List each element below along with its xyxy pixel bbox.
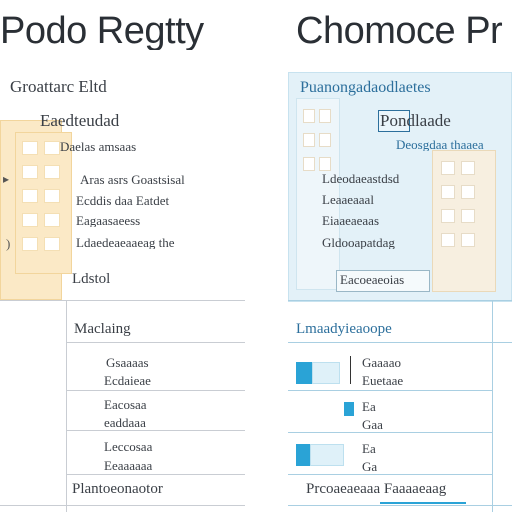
right-line-4: Gldooapatdag — [322, 236, 395, 249]
progress-bar-track — [312, 362, 340, 384]
left-line-3: Eagaasaeess — [76, 214, 141, 227]
right-row-rule — [288, 390, 492, 391]
right-line-2: Leaaeaaal — [322, 193, 374, 206]
right-header: Puanongadaodlaetes — [300, 80, 431, 96]
left-bottom-rule — [0, 505, 245, 506]
row-indent-marker — [350, 356, 351, 384]
right-row-2: Euetaae — [362, 374, 404, 387]
right-line-1: Ldeodaeastdsd — [322, 172, 400, 185]
left-column-rule — [66, 300, 67, 512]
left-line-4: Ldaedeaeaaeag the — [76, 236, 175, 249]
bracket-marker: ) — [6, 236, 11, 251]
left-bottom-label: Plantoeonaotor — [72, 482, 163, 497]
left-section-label: Maclaing — [74, 322, 131, 337]
left-row-4: eaddaaa — [104, 416, 146, 429]
left-row-3: Eacosaa — [104, 398, 147, 411]
left-row-2: Ecdaieae — [104, 374, 151, 387]
building-illustration-tall — [15, 132, 72, 274]
right-row-5: Ea — [362, 442, 376, 455]
right-row-rule — [288, 342, 512, 343]
right-row-rule — [288, 474, 492, 475]
left-row-5: Leccosaa — [104, 440, 153, 453]
right-row-6: Ga — [362, 460, 378, 473]
left-meta: Daelas amsaas — [60, 140, 137, 153]
left-row-1: Gsaaaas — [106, 356, 149, 369]
left-row-rule — [66, 430, 245, 431]
right-row-rule — [288, 432, 492, 433]
right-line-3: Eiaaeaeaas — [322, 214, 380, 227]
left-footer-label: Ldstol — [72, 272, 111, 287]
left-divider — [0, 300, 245, 301]
building-illustration-right — [432, 150, 496, 292]
progress-bar-track — [310, 444, 344, 466]
right-row-1: Gaaaao — [362, 356, 401, 369]
right-column-rule — [492, 300, 493, 512]
right-subheader: Deosgdaa thaaea — [396, 138, 484, 151]
left-line-1: Aras asrs Goastsisal — [80, 173, 185, 186]
left-row-rule — [66, 342, 245, 343]
right-badge: Pondlaade — [380, 112, 451, 129]
right-row-4: Gaa — [362, 418, 383, 431]
left-row-rule — [66, 390, 245, 391]
right-bottom-rule — [288, 505, 512, 506]
left-header: Groattarc Eltd — [10, 78, 107, 95]
right-footer-label: Eacoeaeoias — [340, 273, 405, 286]
right-row-3: Ea — [362, 400, 376, 413]
progress-bar-fill — [296, 362, 312, 384]
right-bottom-underline — [380, 502, 466, 504]
progress-bar-fill — [296, 444, 310, 466]
status-chip — [344, 402, 354, 416]
left-row-6: Eeaaaaaa — [104, 459, 153, 472]
building-illustration — [296, 98, 340, 290]
right-bottom-label: Prcoaeaeaaa Faaaaeaag — [306, 482, 447, 497]
caret-marker: ▸ — [3, 172, 10, 186]
right-badge-box — [378, 110, 410, 132]
left-row-rule — [66, 474, 245, 475]
right-title: Chomoce Pr — [296, 12, 503, 50]
left-subheader: Eaedteudad — [40, 112, 120, 129]
right-section-label: Lmaadyieaoope — [296, 322, 392, 337]
right-divider — [288, 300, 512, 301]
left-line-2: Ecddis daa Eatdet — [76, 194, 170, 207]
left-title: Podo Regtty — [0, 12, 204, 50]
right-footer-box — [336, 270, 430, 292]
